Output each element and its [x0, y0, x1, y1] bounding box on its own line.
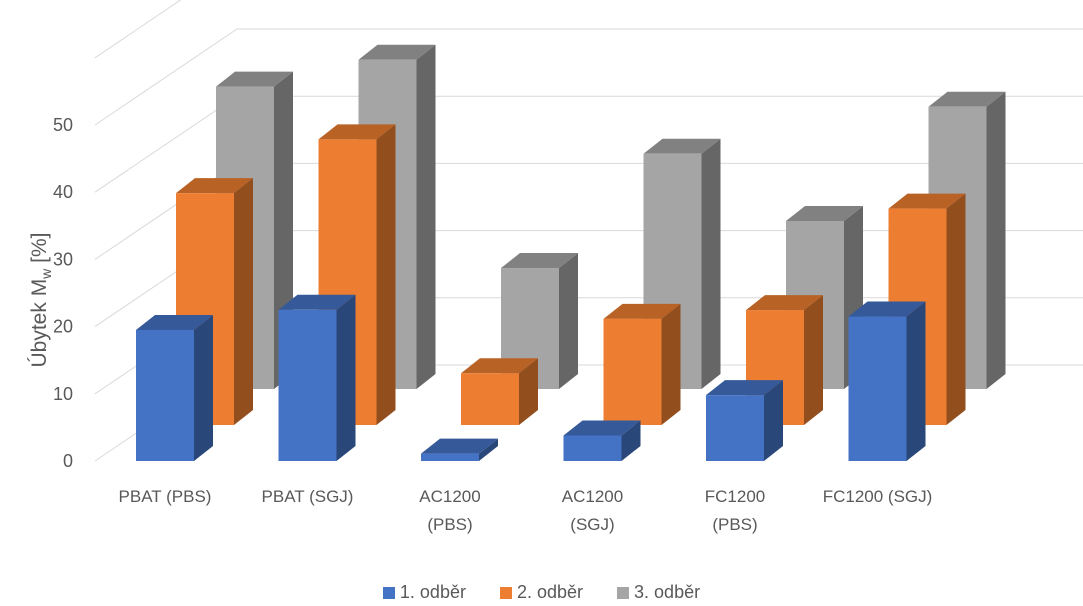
bar-side — [559, 253, 578, 389]
bar-top — [746, 295, 823, 311]
bar-top — [358, 44, 436, 60]
bar-side — [479, 438, 498, 461]
legend-item: 1. odběr — [382, 582, 466, 603]
bar-top — [706, 380, 783, 396]
bar-top — [421, 438, 498, 454]
legend-swatch — [382, 586, 395, 599]
bar — [136, 314, 213, 461]
bar-side — [946, 193, 966, 425]
bar-side — [336, 294, 356, 461]
legend-swatch — [617, 586, 630, 599]
bar-top — [848, 301, 926, 317]
bar-top — [176, 178, 253, 194]
y-tick-label: 40 — [53, 182, 73, 202]
bar-side — [519, 358, 538, 425]
bar-side — [621, 420, 641, 461]
bar-top — [563, 420, 641, 436]
bar-front — [421, 453, 479, 461]
y-tick-label: 10 — [53, 384, 73, 404]
category-label: PBAT (PBS) — [119, 487, 212, 506]
bar-top — [216, 71, 293, 87]
bar-side — [986, 91, 1006, 389]
bar-front — [278, 309, 337, 461]
bar — [278, 294, 356, 461]
bar-front — [136, 329, 194, 461]
bar-side — [194, 314, 213, 461]
bar-top — [786, 206, 863, 221]
legend: 1. odběr 2. odběr 3. odběr — [0, 582, 1083, 603]
bar-front — [603, 318, 662, 425]
bars — [136, 44, 1006, 461]
bar-top — [501, 253, 578, 269]
bar-top — [136, 314, 213, 330]
legend-label: 1. odběr — [399, 582, 466, 602]
legend-item: 2. odběr — [499, 582, 584, 603]
bar-side — [906, 301, 926, 461]
y-axis-label: Úbytek Mw [%] — [28, 233, 54, 368]
bar-front — [461, 373, 519, 425]
category-labels: PBAT (PBS) PBAT (SGJ) AC1200 (PBS) AC1200 (SG… — [119, 487, 933, 534]
y-tick-labels: 0 10 20 30 40 50 — [53, 115, 73, 471]
bar-top — [888, 193, 966, 209]
bar — [421, 438, 498, 461]
bar-side — [661, 303, 681, 425]
category-label: PBAT (SGJ) — [262, 487, 354, 506]
bar-side — [416, 44, 436, 389]
bar-top — [928, 91, 1006, 107]
gridline — [94, 0, 182, 59]
bar — [848, 301, 926, 461]
y-tick-label: 50 — [53, 115, 73, 135]
y-tick-label: 20 — [53, 317, 73, 337]
y-tick-label: 30 — [53, 249, 73, 269]
bar-front — [706, 395, 764, 461]
bar — [603, 303, 681, 425]
bar — [706, 380, 783, 461]
bar-side — [804, 295, 823, 425]
bar — [461, 358, 538, 425]
bar-top — [643, 138, 721, 154]
bar-top — [603, 303, 681, 319]
bar-front — [563, 435, 622, 461]
legend-item: 3. odběr — [617, 582, 700, 603]
legend-label: 2. odběr — [516, 582, 584, 602]
y-tick-label: 0 — [63, 451, 73, 471]
category-label: FC1200 (SGJ) — [823, 487, 933, 506]
bar-side — [764, 380, 783, 461]
bar-side — [376, 124, 396, 426]
bar-top — [461, 358, 538, 374]
bar-side — [701, 138, 721, 389]
gridline — [94, 28, 1083, 126]
legend-label: 3. odběr — [634, 582, 701, 602]
bar-top — [318, 124, 396, 140]
bar — [563, 420, 641, 461]
bar-top — [278, 294, 356, 310]
category-label: AC1200 (SGJ) — [562, 487, 623, 534]
legend-swatch — [499, 586, 512, 599]
bar-side — [234, 178, 253, 425]
bar-front — [848, 316, 907, 461]
category-label: AC1200 (PBS) — [419, 487, 480, 534]
category-label: FC1200 (PBS) — [705, 487, 765, 534]
